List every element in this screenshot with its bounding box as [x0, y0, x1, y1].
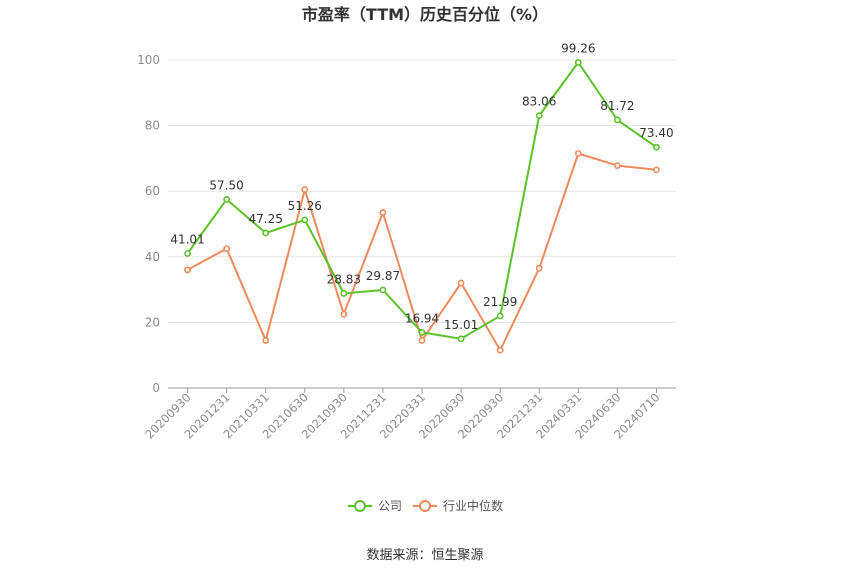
- data-label: 81.72: [600, 99, 634, 113]
- data-point: [418, 337, 426, 344]
- y-tick-label: 100: [137, 53, 160, 67]
- data-point: [574, 150, 582, 157]
- data-label: 57.50: [209, 178, 243, 192]
- data-point: [653, 166, 660, 174]
- data-point: [574, 59, 582, 66]
- legend: 公司 行业中位数: [348, 498, 503, 513]
- data-label: 47.25: [249, 212, 283, 226]
- data-label: 21.99: [483, 295, 517, 309]
- data-point: [653, 143, 660, 151]
- series-1: [184, 150, 660, 354]
- data-label: 29.87: [366, 269, 400, 283]
- data-point: [184, 266, 191, 274]
- series-layer: [184, 59, 660, 354]
- legend-label: 行业中位数: [443, 498, 503, 513]
- data-point: [496, 346, 504, 354]
- data-point: [262, 229, 270, 237]
- series-0: [184, 59, 660, 343]
- y-axis: 0 20 40 60 80 100: [137, 53, 160, 395]
- data-point: [340, 290, 348, 297]
- data-point: [379, 286, 387, 294]
- source-note: 数据来源：恒生聚源: [366, 548, 483, 563]
- data-point: [418, 329, 426, 336]
- data-point: [535, 112, 543, 119]
- y-tick-label: 40: [145, 250, 160, 264]
- y-tick-label: 80: [145, 119, 160, 133]
- data-label: 99.26: [561, 41, 595, 55]
- data-point: [184, 250, 191, 257]
- grid-lines: [168, 59, 676, 323]
- y-tick-label: 0: [152, 381, 160, 395]
- data-label: 73.40: [639, 126, 673, 140]
- data-point: [223, 195, 231, 203]
- data-point: [457, 335, 465, 343]
- data-label: 15.01: [444, 318, 478, 332]
- data-labels: 41.01 57.50 47.25 51.26 28.83 29.87 16.94 15.01…: [170, 41, 673, 331]
- x-axis: 2020093020201231202103312021063020210930…: [142, 387, 676, 442]
- data-point: [301, 186, 309, 193]
- legend-item: 公司: [348, 499, 402, 513]
- data-point: [223, 245, 231, 252]
- y-tick-label: 20: [145, 315, 160, 329]
- data-point: [613, 116, 621, 124]
- data-point: [613, 162, 621, 170]
- series-line: [186, 61, 658, 340]
- data-label: 51.26: [288, 199, 322, 213]
- legend-swatch-marker: [419, 500, 431, 512]
- chart-title: 市盈率（TTM）历史百分位（%）: [302, 5, 548, 24]
- legend-label: 公司: [378, 499, 402, 513]
- data-point: [262, 337, 270, 344]
- data-point: [379, 209, 387, 216]
- data-point: [301, 216, 309, 224]
- legend-swatch-marker: [354, 500, 366, 512]
- legend-item: 行业中位数: [413, 498, 503, 513]
- data-point: [496, 312, 504, 320]
- data-label: 41.01: [170, 232, 204, 246]
- data-label: 16.94: [405, 311, 439, 325]
- data-label: 28.83: [327, 272, 361, 286]
- data-point: [457, 279, 465, 287]
- y-tick-label: 60: [145, 184, 160, 198]
- data-point: [535, 264, 543, 272]
- data-point: [340, 310, 348, 318]
- data-label: 83.06: [522, 95, 556, 109]
